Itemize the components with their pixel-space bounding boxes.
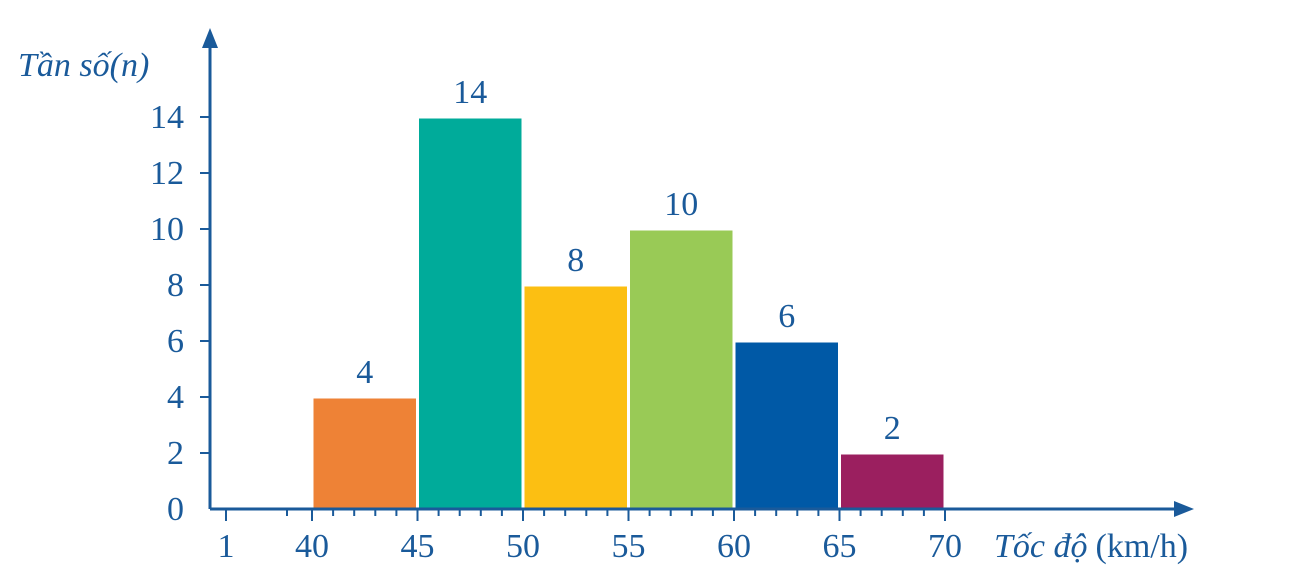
x-tick-label: 55 — [612, 528, 646, 565]
bar-60-65 — [732, 339, 841, 511]
x-axis-label-main: Tốc độ — [994, 528, 1088, 565]
x-tick-label: 45 — [401, 528, 435, 565]
y-tick-label: 8 — [167, 267, 184, 304]
bar-value-label: 14 — [453, 74, 487, 111]
y-tick-label: 0 — [167, 491, 184, 528]
x-axis-label: Tốc độ (km/h) — [994, 528, 1188, 565]
x-axis-label-unit: (km/h) — [1096, 528, 1189, 565]
bars-group — [310, 115, 947, 511]
x-tick-label: 50 — [506, 528, 540, 565]
y-ticks-group: 0 2 4 6 8 10 12 14 — [150, 99, 210, 528]
bar-labels-group: 4 14 8 10 6 2 — [356, 74, 901, 447]
x-ticks-group: 40 45 50 55 60 65 70 1 — [218, 509, 962, 565]
bar-value-label: 2 — [884, 410, 901, 447]
y-tick-label: 2 — [167, 435, 184, 472]
bar-value-label: 10 — [664, 186, 698, 223]
bar-value-label: 4 — [356, 354, 373, 391]
y-tick-label: 4 — [167, 379, 184, 416]
x-axis-arrow — [1174, 501, 1194, 517]
bar-65-70 — [838, 451, 947, 511]
y-tick-label: 10 — [150, 211, 184, 248]
y-axis-arrow — [202, 28, 218, 48]
x-tick-label: 65 — [823, 528, 857, 565]
y-axis-label: Tần số(n) — [18, 47, 149, 84]
y-axis-label-var: (n) — [110, 47, 150, 84]
x-tick-label: 70 — [928, 528, 962, 565]
bar-value-label: 8 — [567, 242, 584, 279]
x-tick-label: 40 — [295, 528, 329, 565]
x-start-label: 1 — [218, 528, 235, 565]
y-tick-label: 6 — [167, 323, 184, 360]
bar-50-55 — [521, 283, 630, 511]
bar-45-50 — [416, 115, 525, 511]
bar-55-60 — [627, 227, 736, 511]
y-tick-label: 14 — [150, 99, 184, 136]
bar-value-label: 6 — [778, 298, 795, 335]
bar-40-45 — [310, 395, 419, 511]
x-tick-label: 60 — [717, 528, 751, 565]
y-tick-label: 12 — [150, 155, 184, 192]
y-axis-label-main: Tần số — [18, 47, 113, 84]
